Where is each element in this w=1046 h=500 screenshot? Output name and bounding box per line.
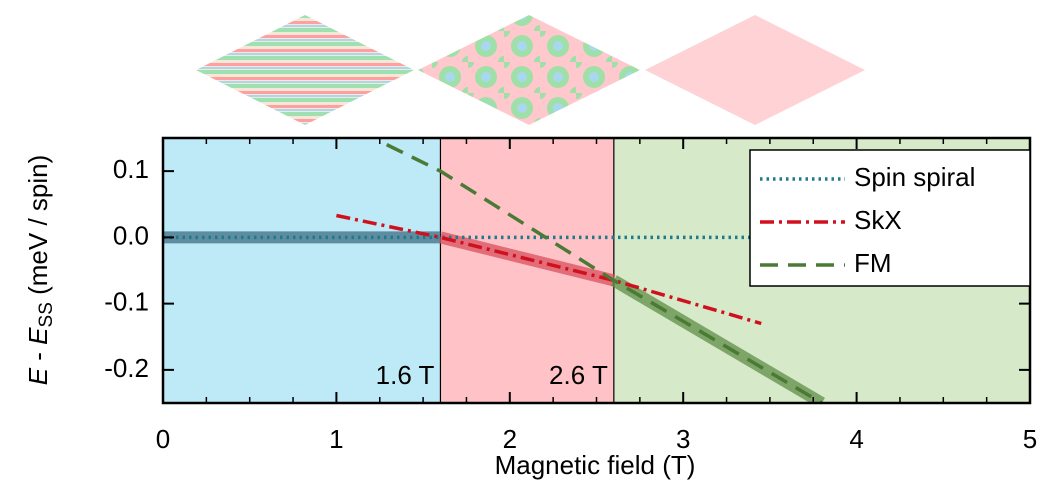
- y-label-part: E: [23, 367, 53, 385]
- x-tick-label: 5: [1023, 424, 1037, 454]
- x-tick-label: 0: [156, 424, 170, 454]
- series-line: [336, 213, 762, 326]
- region-label: 2.6 T: [549, 360, 608, 390]
- y-tick-label: 0.1: [113, 154, 149, 184]
- y-tick-label: -0.2: [104, 353, 149, 383]
- y-label-part: (meV / spin): [23, 155, 53, 302]
- skx-texture: [418, 15, 640, 125]
- region-label: 1.6 T: [376, 360, 435, 390]
- y-tick-label: 0.0: [113, 220, 149, 250]
- plot: 1.6 T 2.6 T 0 1 2 3 4 5 -0.2 -0.1 0.0 0.1 Spin spira…: [104, 136, 1037, 454]
- y-axis-label: E - ESS (meV / spin): [23, 155, 57, 386]
- y-label-sub: SS: [36, 302, 57, 327]
- region: [163, 138, 441, 403]
- spiral-texture: [196, 15, 414, 125]
- spin-textures: [196, 15, 865, 125]
- y-label-part: -: [23, 345, 53, 368]
- y-label-part: E: [23, 327, 53, 345]
- legend-label: Spin spiral: [854, 162, 975, 192]
- legend-label: SkX: [854, 205, 902, 235]
- ground-state-band: [610, 275, 825, 403]
- series-line: [385, 143, 823, 403]
- legend-label: FM: [854, 248, 892, 278]
- x-axis-label: Magnetic field (T): [495, 450, 696, 480]
- x-tick-label: 1: [329, 424, 343, 454]
- y-tick-label: -0.1: [104, 287, 149, 317]
- fm-texture: [645, 15, 865, 125]
- x-tick-label: 2: [503, 424, 517, 454]
- x-tick-label: 3: [676, 424, 690, 454]
- x-tick-label: 4: [849, 424, 863, 454]
